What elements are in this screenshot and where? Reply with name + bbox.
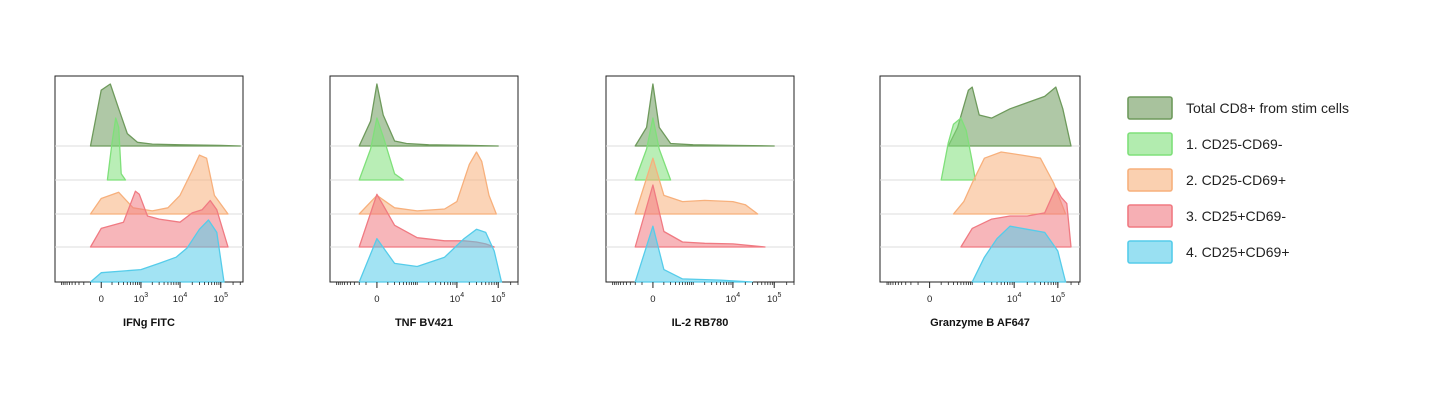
x-axis-ticks: 0 104 105 bbox=[612, 282, 795, 305]
legend: Total CD8+ from stim cells 1. CD25-CD69- 2… bbox=[1127, 96, 1349, 264]
x-tick-label: 103 bbox=[134, 292, 149, 305]
x-axis-label: IL-2 RB780 bbox=[672, 317, 729, 329]
x-tick-label: 105 bbox=[491, 292, 506, 305]
histogram-series-3 bbox=[358, 151, 497, 215]
histogram-series-3 bbox=[89, 154, 229, 215]
legend-label: 4. CD25+CD69+ bbox=[1186, 244, 1290, 260]
x-tick-label: 104 bbox=[1007, 292, 1022, 305]
legend-label: Total CD8+ from stim cells bbox=[1186, 100, 1349, 116]
histogram-panel-3: 0 104 105 IL-2 RB780 bbox=[605, 75, 795, 329]
histogram-series-4 bbox=[89, 190, 229, 248]
legend-item-4: 3. CD25+CD69- bbox=[1127, 204, 1286, 228]
x-tick-label: 104 bbox=[173, 292, 188, 305]
x-tick-label: 0 bbox=[99, 294, 104, 305]
x-tick-label: 0 bbox=[374, 294, 379, 305]
x-axis-label: TNF BV421 bbox=[395, 317, 453, 329]
x-tick-label: 104 bbox=[726, 292, 741, 305]
legend-swatch bbox=[1127, 96, 1173, 120]
legend-swatch bbox=[1127, 168, 1173, 192]
histogram-panel-2: 0 104 105 TNF BV421 bbox=[329, 75, 519, 329]
histogram-series-3 bbox=[634, 157, 759, 215]
legend-label: 3. CD25+CD69- bbox=[1186, 208, 1286, 224]
x-axis-ticks: 0 104 105 bbox=[886, 282, 1080, 305]
x-tick-label: 0 bbox=[927, 294, 932, 305]
legend-label: 1. CD25-CD69- bbox=[1186, 136, 1283, 152]
x-tick-label: 0 bbox=[650, 294, 655, 305]
x-axis-label: Granzyme B AF647 bbox=[930, 317, 1030, 329]
legend-item-3: 2. CD25-CD69+ bbox=[1127, 168, 1286, 192]
histogram-series-1 bbox=[89, 83, 241, 147]
x-tick-label: 105 bbox=[1051, 292, 1066, 305]
histogram-series-2 bbox=[106, 117, 127, 181]
histogram-series-5 bbox=[971, 225, 1067, 283]
legend-swatch bbox=[1127, 132, 1173, 156]
histogram-series-2 bbox=[358, 117, 405, 181]
x-tick-label: 104 bbox=[450, 292, 465, 305]
x-axis-ticks: 0 104 105 bbox=[336, 282, 519, 305]
legend-item-2: 1. CD25-CD69- bbox=[1127, 132, 1283, 156]
x-axis-label: IFNg FITC bbox=[123, 317, 175, 329]
histogram-series-1 bbox=[947, 86, 1072, 147]
x-tick-label: 105 bbox=[767, 292, 782, 305]
legend-swatch bbox=[1127, 204, 1173, 228]
x-axis-ticks: 0 103 104 105 bbox=[61, 282, 241, 305]
histogram-panel-1: 0 103 104 105 IFNg FITC bbox=[54, 75, 244, 329]
panel-frame bbox=[605, 75, 795, 283]
legend-label: 2. CD25-CD69+ bbox=[1186, 172, 1286, 188]
legend-item-1: Total CD8+ from stim cells bbox=[1127, 96, 1349, 120]
histogram-series-2 bbox=[634, 117, 672, 181]
histogram-series-5 bbox=[358, 228, 503, 283]
histogram-panel-4: 0 104 105 Granzyme B AF647 bbox=[879, 75, 1081, 329]
legend-swatch bbox=[1127, 240, 1173, 264]
histogram-series-5 bbox=[634, 225, 754, 283]
histogram-panels: 0 103 104 105 IFNg FITC 0 104 105 TNF BV421 0 104 1… bbox=[54, 75, 1081, 329]
histogram-series-5 bbox=[89, 219, 225, 283]
x-tick-label: 105 bbox=[214, 292, 229, 305]
legend-item-5: 4. CD25+CD69+ bbox=[1127, 240, 1290, 264]
